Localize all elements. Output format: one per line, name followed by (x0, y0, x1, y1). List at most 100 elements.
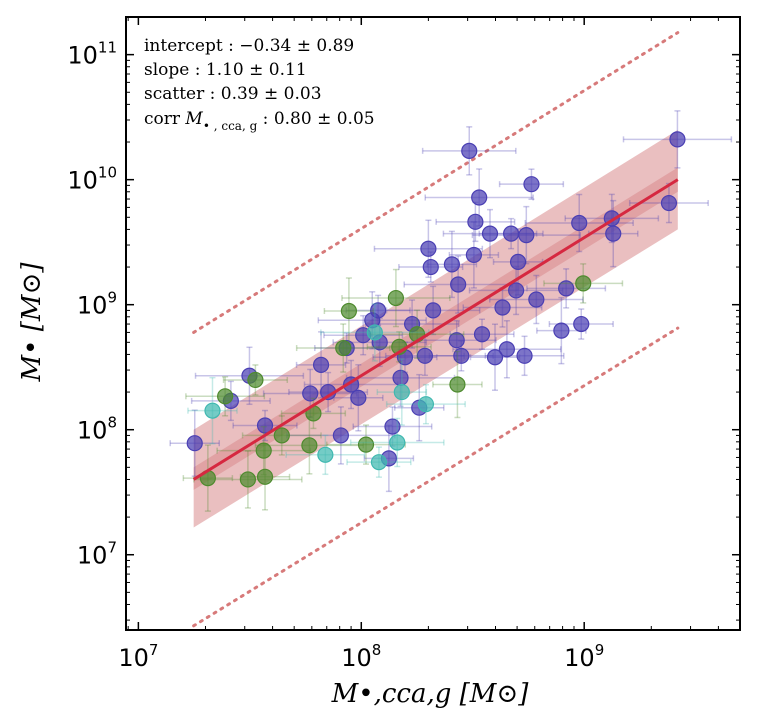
data-point-green (222, 364, 289, 396)
marker-green (335, 339, 352, 357)
marker-blue (516, 347, 533, 364)
annotation-corr-value: : 0.80 ± 0.05 (257, 109, 374, 129)
points-group (169, 110, 733, 512)
marker-blue (481, 225, 499, 242)
marker-blue (660, 194, 678, 212)
dotted-line-lower (192, 326, 680, 628)
marker-green (387, 289, 405, 307)
marker-blue (420, 240, 437, 257)
data-point-blue (469, 323, 521, 391)
data-point-blue (628, 182, 709, 224)
marker-blue (605, 225, 622, 242)
marker-teal (393, 383, 410, 401)
data-point-teal (187, 376, 238, 445)
data-point-blue (564, 193, 660, 244)
y-tick-label: 107 (77, 539, 117, 570)
data-point-teal (285, 434, 366, 476)
data-point-blue (428, 340, 494, 372)
data-point-blue (384, 335, 465, 377)
marker-blue (669, 131, 686, 148)
tick-exponent: 7 (107, 539, 117, 557)
data-point-green (185, 376, 266, 417)
marker-green (575, 275, 592, 292)
fit-line-group (192, 178, 679, 481)
marker-blue (467, 213, 484, 230)
data-point-green (193, 450, 303, 509)
y-axis-title: M• [M⊙] (17, 262, 47, 383)
data-point-green (254, 416, 365, 475)
marker-blue (416, 347, 434, 364)
marker-blue (425, 302, 442, 319)
annotation-corr: corr M• , cca, g : 0.80 ± 0.05 (144, 109, 375, 133)
data-point-blue (492, 228, 544, 296)
marker-blue (450, 276, 467, 293)
tick-base: 10 (67, 167, 98, 195)
data-point-blue (421, 126, 517, 176)
marker-green (255, 442, 272, 459)
marker-blue (471, 189, 488, 206)
marker-blue (553, 322, 570, 339)
marker-teal (370, 454, 388, 471)
fit-line (192, 178, 679, 481)
data-point-green (295, 323, 391, 373)
marker-blue (384, 418, 401, 435)
data-point-blue (587, 199, 639, 268)
tick-base: 10 (67, 42, 98, 70)
data-point-teal (346, 446, 412, 478)
tick-base: 10 (77, 542, 108, 570)
data-point-blue (452, 320, 562, 379)
marker-teal (389, 434, 406, 451)
marker-teal (417, 396, 435, 413)
data-point-blue (526, 268, 607, 309)
tick-base: 10 (118, 644, 149, 672)
x-tick-label: 109 (564, 641, 604, 672)
tick-base: 10 (564, 644, 595, 672)
marker-blue (558, 280, 575, 297)
marker-green (217, 388, 234, 405)
annotation-slope: slope : 1.10 ± 0.11 (144, 60, 307, 80)
data-point-blue (462, 287, 543, 328)
annotation-scatter: scatter : 0.39 ± 0.03 (144, 84, 322, 104)
marker-blue (523, 176, 540, 193)
tick-exponent: 8 (107, 414, 117, 432)
marker-green (357, 436, 375, 453)
data-point-blue (548, 308, 614, 340)
data-point-teal (385, 383, 466, 425)
data-point-green (432, 350, 483, 419)
marker-blue (498, 341, 515, 358)
annotation-corr-var: M (184, 109, 203, 129)
data-point-teal (376, 358, 428, 426)
marker-teal (317, 446, 334, 463)
tick-exponent: 11 (98, 39, 117, 57)
data-point-blue (286, 406, 396, 465)
data-point-blue (232, 409, 298, 442)
x-tick-label: 107 (118, 641, 158, 672)
marker-blue (465, 246, 482, 264)
annotation-intercept: intercept : −0.34 ± 0.89 (144, 36, 354, 56)
data-point-blue (364, 299, 460, 349)
tick-base: 10 (77, 292, 108, 320)
annotation-corr-sub: • , cca, g (203, 119, 258, 133)
marker-blue (508, 282, 525, 299)
data-point-blue (622, 110, 733, 169)
marker-blue (443, 256, 461, 273)
tick-base: 10 (77, 417, 108, 445)
marker-green (256, 468, 274, 485)
marker-green (273, 427, 290, 444)
marker-blue (422, 258, 439, 276)
marker-teal (366, 324, 383, 341)
marker-blue (332, 427, 349, 444)
marker-blue (448, 332, 465, 349)
data-point-green (323, 277, 375, 345)
data-point-blue (262, 368, 358, 419)
marker-green (301, 437, 318, 454)
tick-exponent: 8 (372, 641, 382, 659)
annotation-box: intercept : −0.34 ± 0.89 slope : 1.10 ± … (144, 36, 375, 133)
x-tick-label: 108 (341, 641, 381, 672)
tick-exponent: 9 (107, 289, 117, 307)
dotted-lines-group (192, 31, 680, 628)
marker-teal (204, 402, 221, 419)
marker-blue (186, 435, 203, 452)
data-point-blue (424, 168, 534, 227)
